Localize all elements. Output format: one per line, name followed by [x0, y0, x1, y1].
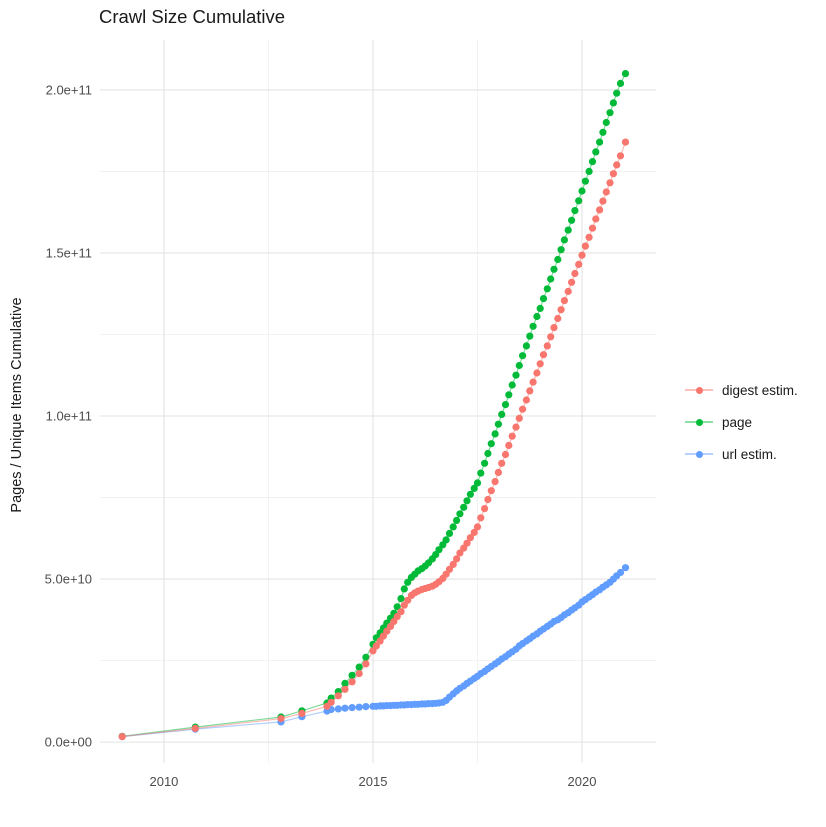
legend-item-digest-estim: digest estim. [685, 374, 798, 406]
legend-point-icon [695, 450, 703, 458]
legend-key-icon [685, 383, 713, 397]
y-tick-label: 0.0e+00 [45, 735, 92, 750]
legend-key-icon [685, 415, 713, 429]
x-tick-label: 2010 [149, 774, 178, 789]
y-tick-label: 2.0e+11 [46, 82, 92, 97]
legend-label: digest estim. [722, 382, 798, 398]
x-tick-label: 2015 [359, 774, 388, 789]
y-tick-label: 1.5e+11 [46, 245, 92, 260]
legend: digest estim. page url estim. [685, 374, 798, 470]
legend-item-url-estim: url estim. [685, 438, 798, 470]
y-tick-label: 5.0e+10 [45, 572, 92, 587]
y-tick-label: 1.0e+11 [46, 409, 92, 424]
legend-label: url estim. [722, 446, 777, 462]
legend-point-icon [695, 386, 703, 394]
x-tick-label: 2020 [568, 774, 597, 789]
legend-item-page: page [685, 406, 798, 438]
legend-point-icon [695, 418, 703, 426]
legend-key-icon [685, 447, 713, 461]
legend-label: page [722, 414, 753, 430]
chart-title: Crawl Size Cumulative [99, 6, 286, 27]
